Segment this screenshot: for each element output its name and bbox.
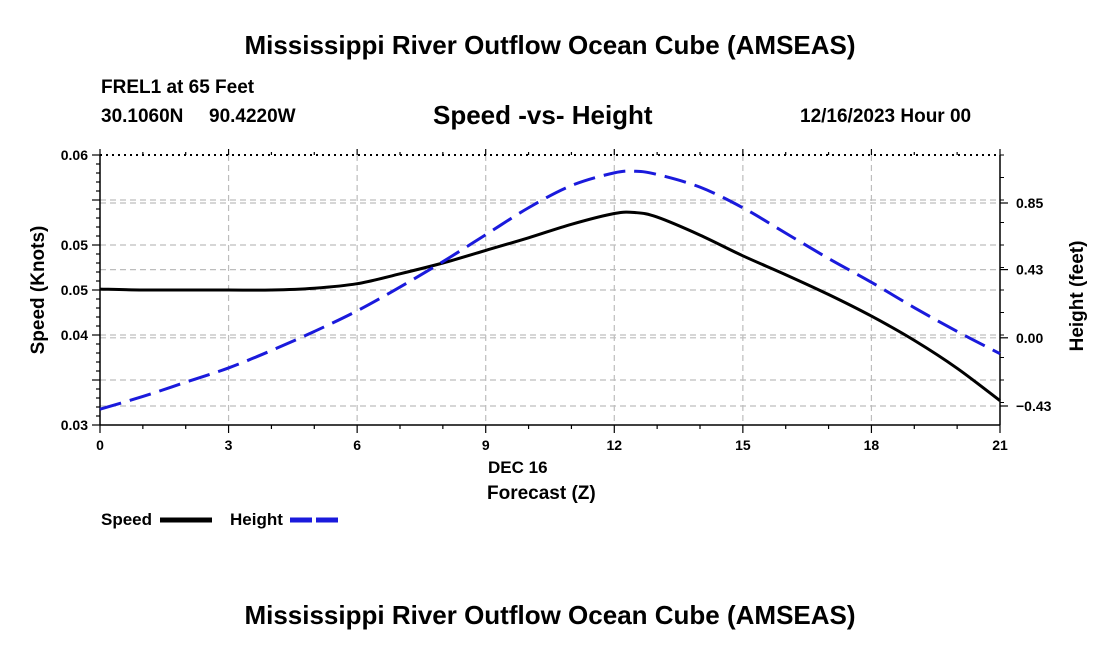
- y2-axis-title: Height (feet): [1067, 241, 1088, 352]
- x-tick-label: 0: [96, 437, 104, 453]
- x-axis-title: Forecast (Z): [487, 483, 596, 504]
- y-tick-label: 0.04: [61, 327, 88, 343]
- legend-speed-swatch: [160, 517, 212, 523]
- forecast-date: 12/16/2023 Hour 00: [800, 106, 972, 127]
- y2-tick-label: 0.43: [1016, 262, 1043, 278]
- y2-tick-label: 0.85: [1016, 195, 1043, 211]
- station-name: FREL1 at 65 Feet: [101, 77, 255, 98]
- series-line-height: [99, 169, 1001, 411]
- y2-tick-label: 0.00: [1016, 330, 1043, 346]
- x-tick-label: 18: [864, 437, 880, 453]
- legend-height-label: Height: [230, 510, 283, 529]
- station-longitude: 90.4220W: [209, 106, 296, 127]
- y-axis-title: Speed (Knots): [28, 226, 49, 355]
- chart-title-repeat: Mississippi River Outflow Ocean Cube (AM…: [244, 600, 856, 630]
- y-tick-label: 0.05: [61, 282, 88, 298]
- station-latitude: 30.1060N: [101, 106, 184, 127]
- x-tick-label: 15: [735, 437, 751, 453]
- legend-speed-label: Speed: [101, 510, 153, 529]
- legend-height-swatch: [290, 517, 342, 523]
- x-tick-label: 3: [225, 437, 233, 453]
- x-axis-date-label: DEC 16: [488, 458, 548, 477]
- x-tick-label: 21: [992, 437, 1008, 453]
- x-tick-label: 9: [482, 437, 490, 453]
- y2-tick-label: −0.43: [1016, 398, 1052, 414]
- chart-subtitle: Speed -vs- Height: [433, 100, 653, 130]
- x-tick-label: 6: [353, 437, 361, 453]
- y-tick-label: 0.05: [61, 237, 88, 253]
- y-tick-label: 0.03: [61, 417, 88, 433]
- y-tick-label: 0.06: [61, 147, 88, 163]
- chart-title: Mississippi River Outflow Ocean Cube (AM…: [244, 30, 856, 60]
- x-tick-label: 12: [606, 437, 622, 453]
- series-line-speed: [99, 210, 1001, 402]
